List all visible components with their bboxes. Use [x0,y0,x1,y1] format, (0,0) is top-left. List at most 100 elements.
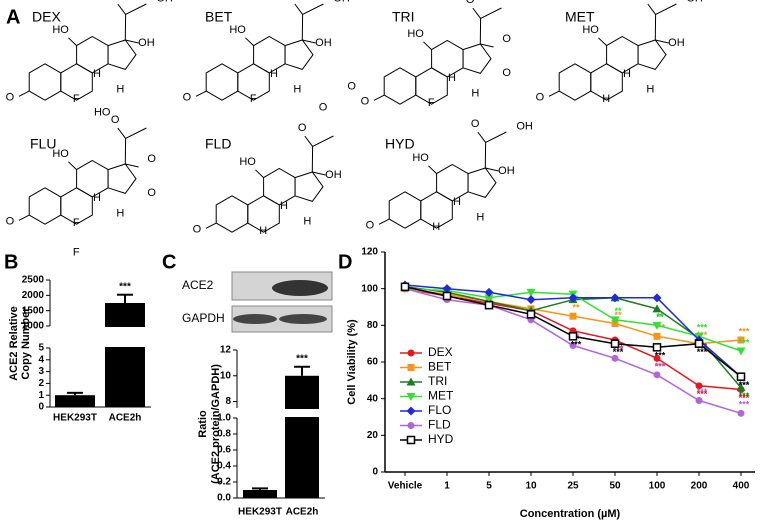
y-axis-label: Ratio [197,410,209,438]
atom-label: H [93,192,101,204]
atom-label: O [471,118,480,130]
legend-label: FLD [428,418,451,432]
atom-label: HO [582,24,599,36]
compound-name: FLU [30,136,56,152]
significance: *** [571,340,582,350]
significance: ** [614,306,622,316]
y-tick-label: 8 [225,396,231,407]
significance: ** [614,310,622,320]
atom-label: OH [156,0,173,5]
bond [125,39,139,44]
atom-label: O [536,92,545,104]
atom-label: H [270,68,278,80]
x-tick-label: 200 [691,481,708,492]
point [406,406,416,416]
y-axis-label: Copy Number [20,307,32,380]
bond [485,131,507,143]
significance: *** [697,343,708,353]
y-tick-label: 0.8 [217,429,231,440]
atom-label: H [476,212,484,224]
blot-label: GAPDH [182,311,225,325]
x-tick-label: 5 [486,481,492,492]
atom-label: O [6,216,15,228]
point [610,293,620,303]
atom-label: H [471,88,479,100]
atom-label: HO [52,148,69,160]
significance: *** [655,362,666,372]
atom-label: F [73,247,80,259]
point [407,364,415,371]
atom-label: HO [229,24,246,36]
blot-label: ACE2 [182,278,214,292]
bond [117,127,126,139]
atom-label: O [6,92,15,104]
point [736,372,746,381]
bond [304,135,314,147]
atom-label: O [319,101,328,113]
y-tick-label: 60 [367,357,379,368]
compound-name: DEX [32,9,61,25]
atom-label: H [453,196,461,208]
significance: *** [613,345,624,355]
significance: *** [739,380,750,390]
bond [245,37,254,46]
bond [647,3,656,15]
y-axis-label: (ACE2 protein/GAPDH) [210,364,222,484]
compound-name: HYD [385,136,415,152]
atom-label: OH [315,37,332,49]
atom-label: HO [412,152,429,164]
point [442,291,452,301]
significance: *** [739,391,750,401]
bond [195,90,207,97]
significance: *** [697,323,708,333]
atom-label: O [466,0,475,6]
legend-label: MET [428,389,454,403]
legend-label: BET [428,360,452,374]
atom-label: O [361,96,370,108]
atom-label: H [293,84,301,96]
y-tick-label: 2500 [22,275,45,286]
point [568,293,578,303]
bond [294,3,304,15]
point [406,393,416,401]
significance: *** [613,347,624,357]
significance: *** [296,353,308,364]
significance: ** [656,312,664,322]
point [737,336,745,344]
atom-label: O [111,0,120,2]
y-axis-label: Cell Viability (%) [346,319,358,405]
ring [558,63,592,101]
atom-label: O [366,220,375,232]
bond [428,165,437,174]
atom-label: O [147,187,156,199]
bar [243,490,277,498]
bond [255,169,264,178]
x-tick-label: 25 [567,481,579,492]
ring [28,63,62,101]
significance: *** [697,347,708,357]
atom-label: OH [138,37,155,49]
atom-label: H [623,68,631,80]
significance: *** [119,281,131,292]
x-tick-label: 10 [525,481,537,492]
bond [548,90,560,97]
significance: *** [739,326,750,336]
y-tick-label: 120 [361,247,378,258]
point [653,371,661,379]
x-tick-label: 1 [444,481,450,492]
atom-label: H [448,72,456,84]
bar [55,395,95,407]
point [526,295,536,305]
atom-label: OH [516,121,533,133]
panel-label: B [4,251,18,273]
atom-label: O [193,224,202,236]
atom-label: F [73,217,80,229]
point [653,354,661,362]
y-tick-label: 1500 [22,305,45,316]
y-tick-label: 12 [220,345,232,356]
ring [462,43,492,74]
point [526,310,536,319]
point [407,349,415,357]
significance: *** [739,400,750,410]
